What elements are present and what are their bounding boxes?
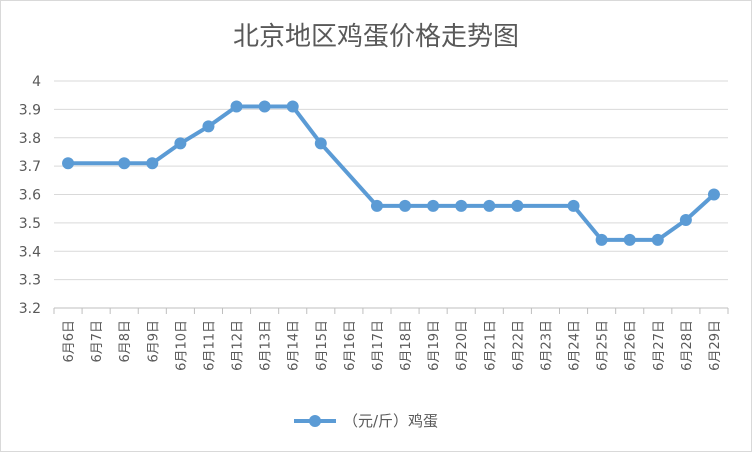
axes (53, 307, 729, 314)
data-point (62, 157, 75, 170)
data-point (146, 157, 159, 170)
y-tick-label: 4 (32, 74, 41, 90)
x-tick-label: 6月24日 (568, 320, 583, 371)
data-point (511, 199, 524, 212)
data-point (258, 100, 271, 113)
data-point (370, 199, 383, 212)
y-tick-label: 3.9 (19, 102, 41, 118)
x-tick-label: 6月9日 (146, 320, 161, 363)
x-tick-label: 6月6日 (62, 320, 77, 363)
gridlines (54, 80, 728, 281)
x-tick-label: 6月29日 (708, 320, 723, 371)
y-tick-labels: 3.2 3.3 3.4 3.5 3.6 3.7 3.8 3.9 4 (19, 74, 41, 317)
x-tick-label: 6月28日 (680, 320, 695, 371)
series-layer (62, 100, 720, 246)
data-point (427, 199, 440, 212)
y-tick-label: 3.4 (19, 244, 41, 260)
x-tick-label: 6月11日 (202, 320, 217, 371)
x-tick-label: 6月7日 (90, 320, 105, 363)
x-tick-label: 6月10日 (174, 320, 189, 371)
x-tick-label: 6月17日 (371, 320, 386, 371)
data-point (202, 120, 215, 133)
y-tick-label: 3.7 (19, 159, 41, 175)
x-tick-label: 6月23日 (539, 320, 554, 371)
data-point (707, 188, 720, 201)
legend-label: （元/斤）鸡蛋 (343, 412, 438, 430)
y-tick-label: 3.2 (19, 301, 41, 317)
data-point (230, 100, 243, 113)
x-tick-label: 6月16日 (343, 320, 358, 371)
x-tick-label: 6月25日 (596, 320, 611, 371)
x-tick-label: 6月27日 (652, 320, 667, 371)
data-point (455, 199, 468, 212)
x-tick-label: 6月12日 (231, 320, 246, 371)
data-point (174, 137, 187, 150)
chart-title: 北京地区鸡蛋价格走势图 (233, 22, 519, 52)
x-tick-labels: 6月6日 6月7日 6月8日 6月9日 6月10日 6月11日 6月12日 6月13日 6月14… (62, 320, 723, 371)
x-tick-label: 6月15日 (315, 320, 330, 371)
y-tick-label: 3.3 (19, 273, 41, 289)
data-point (567, 199, 580, 212)
data-point (118, 157, 131, 170)
data-point (314, 137, 327, 150)
x-tick-label: 6月21日 (483, 320, 498, 371)
data-point (595, 233, 608, 246)
data-point (286, 100, 299, 113)
data-point (399, 199, 412, 212)
data-point (651, 233, 664, 246)
data-point (679, 214, 692, 227)
y-tick-label: 3.6 (19, 188, 41, 204)
x-tick-label: 6月18日 (399, 320, 414, 371)
x-tick-label: 6月20日 (455, 320, 470, 371)
series-line (68, 104, 716, 242)
x-tick-label: 6月19日 (427, 320, 442, 371)
x-tick-label: 6月13日 (259, 320, 274, 371)
legend-marker-swatch (309, 415, 321, 427)
data-point (623, 233, 636, 246)
y-tick-label: 3.5 (19, 216, 41, 232)
y-tick-label: 3.8 (19, 131, 41, 147)
x-tick-label: 6月26日 (624, 320, 639, 371)
legend: （元/斤）鸡蛋 (294, 412, 438, 430)
data-point (483, 199, 496, 212)
x-tick-label: 6月22日 (511, 320, 526, 371)
x-tick-label: 6月14日 (287, 320, 302, 371)
x-tick-label: 6月8日 (118, 320, 133, 363)
